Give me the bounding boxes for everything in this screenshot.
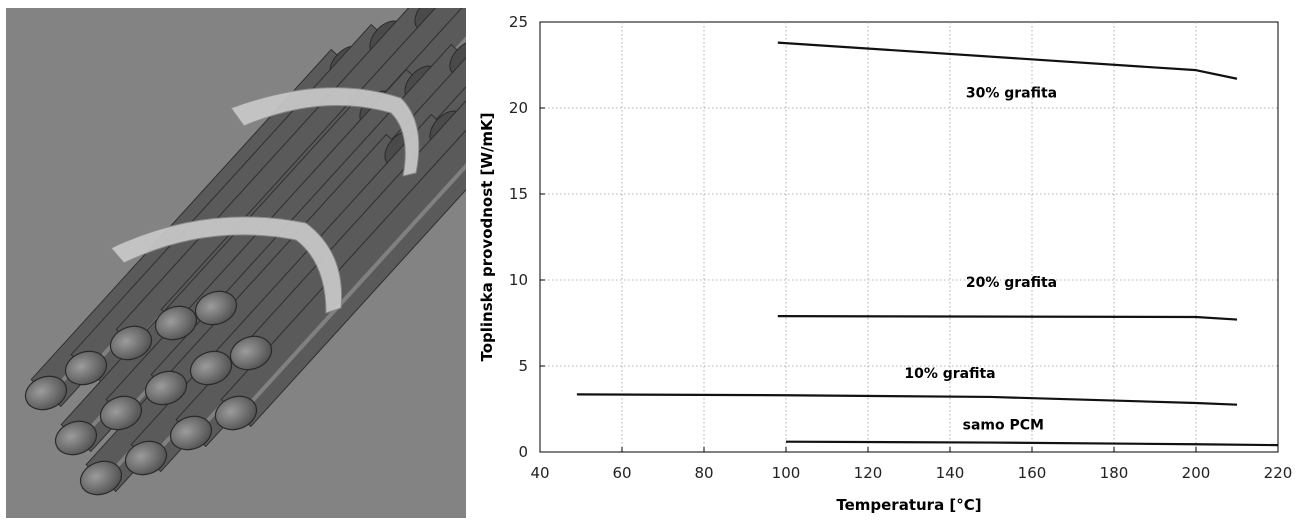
series-label: 30% grafita bbox=[966, 86, 1057, 102]
series-label: 10% grafita bbox=[904, 366, 995, 382]
y-tick-label: 10 bbox=[509, 271, 528, 289]
y-axis-label: Toplinska provodnost [W/mK] bbox=[478, 112, 496, 361]
rod-end-cap bbox=[189, 350, 233, 386]
series-lines bbox=[576, 41, 1279, 447]
rod-end-cap bbox=[144, 370, 188, 406]
y-tick-label: 0 bbox=[518, 443, 528, 461]
spacer-ring bbox=[110, 216, 343, 314]
x-tick-label: 120 bbox=[854, 464, 883, 482]
x-axis-ticks: 40 60 80 100 120 140 160 180 200 220 bbox=[530, 447, 1292, 482]
metal-rods-photo bbox=[6, 8, 466, 518]
grid-lines bbox=[540, 22, 1278, 452]
rod-end-cap bbox=[194, 290, 238, 326]
plot-area bbox=[539, 21, 1279, 453]
rod-end-cap bbox=[109, 325, 153, 361]
rod-end-cap bbox=[99, 395, 143, 431]
x-tick-label: 200 bbox=[1182, 464, 1211, 482]
series-line-samo-pcm bbox=[785, 440, 1279, 447]
y-tick-label: 5 bbox=[518, 357, 528, 375]
series-line-30-grafita bbox=[777, 41, 1238, 80]
thermal-conductivity-chart: 40 60 80 100 120 140 160 180 200 220 0 5 10 15 20 25 3… bbox=[478, 13, 1292, 514]
y-tick-label: 15 bbox=[509, 185, 528, 203]
x-tick-label: 180 bbox=[1100, 464, 1129, 482]
rod-highlight bbox=[237, 162, 466, 418]
x-axis-label: Temperatura [°C] bbox=[836, 496, 981, 514]
spacer-ring bbox=[230, 87, 420, 177]
rod-end-cap bbox=[79, 460, 123, 496]
series-line-20-grafita bbox=[777, 315, 1238, 321]
y-axis-ticks: 0 5 10 15 20 25 bbox=[509, 13, 545, 461]
x-tick-label: 140 bbox=[936, 464, 965, 482]
series-line-10-grafita bbox=[576, 393, 1238, 406]
rod-end-cap bbox=[214, 395, 258, 431]
rod-end-cap bbox=[154, 305, 198, 341]
rod-end-cap bbox=[169, 415, 213, 451]
x-tick-label: 40 bbox=[530, 464, 549, 482]
x-tick-label: 100 bbox=[772, 464, 801, 482]
series-label: samo PCM bbox=[963, 418, 1044, 434]
x-tick-label: 220 bbox=[1264, 464, 1293, 482]
rod-end-cap bbox=[24, 375, 68, 411]
rod-end-cap bbox=[229, 335, 273, 371]
rod-end-cap bbox=[124, 440, 168, 476]
x-tick-label: 160 bbox=[1018, 464, 1047, 482]
x-tick-label: 80 bbox=[694, 464, 713, 482]
rod-end-cap bbox=[64, 350, 108, 386]
x-tick-label: 60 bbox=[612, 464, 631, 482]
y-tick-label: 20 bbox=[509, 99, 528, 117]
y-tick-label: 25 bbox=[509, 13, 528, 31]
series-label: 20% grafita bbox=[966, 275, 1057, 291]
rod-end-cap bbox=[54, 420, 98, 456]
series-labels: 30% grafita 20% grafita 10% grafita samo PC… bbox=[904, 86, 1057, 434]
